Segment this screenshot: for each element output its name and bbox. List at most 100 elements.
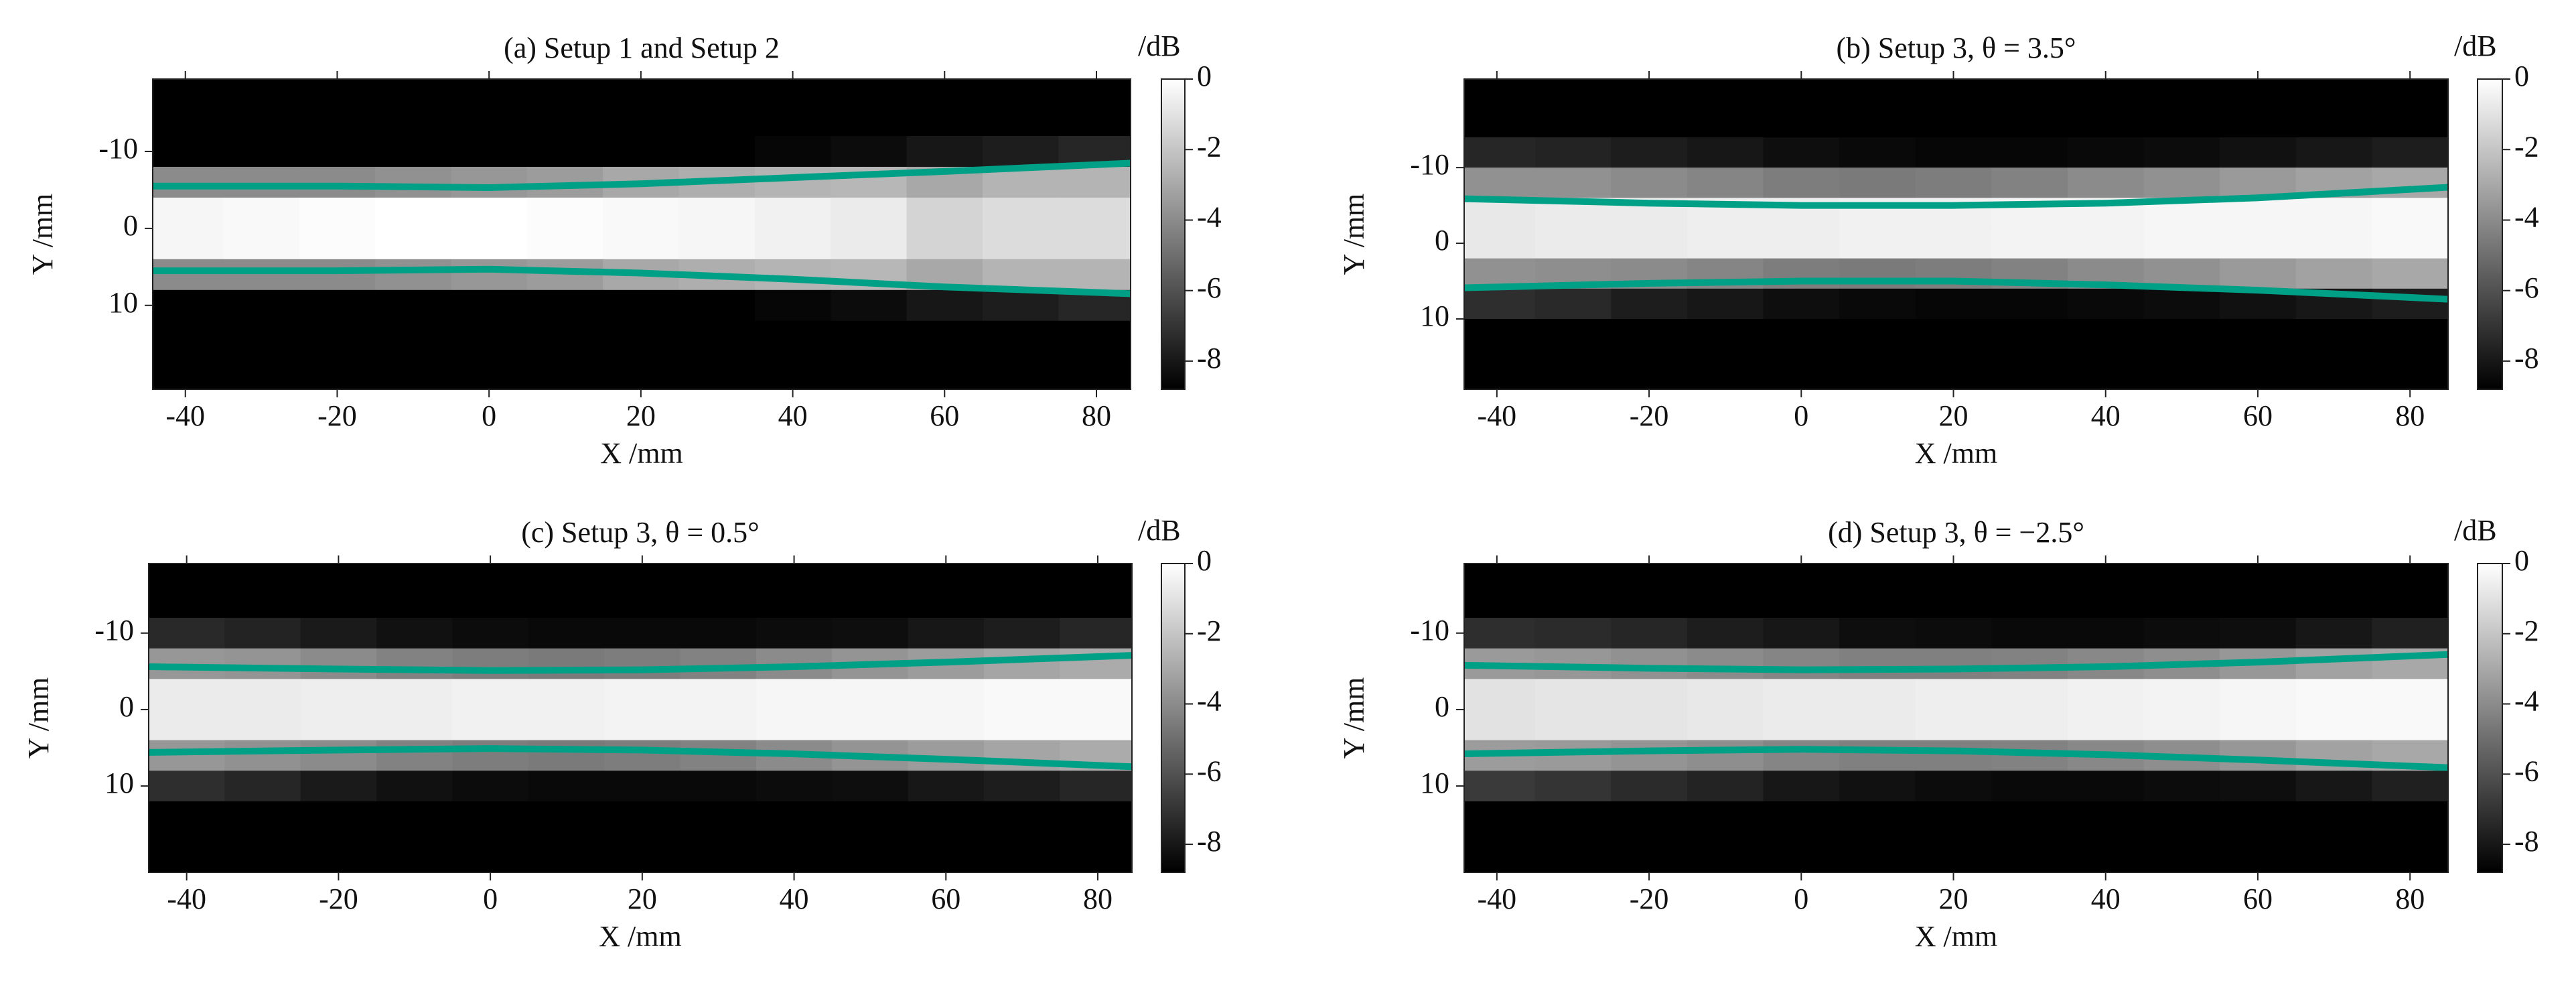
plot-area xyxy=(149,564,1132,872)
heat-cell xyxy=(983,832,1060,863)
heat-cell xyxy=(1915,587,1992,618)
heat-cell xyxy=(2295,228,2372,259)
heat-cell xyxy=(2067,107,2145,138)
heat-cell xyxy=(2372,801,2448,833)
heat-cell xyxy=(982,105,1059,137)
heat-cell xyxy=(1687,587,1764,618)
heat-cell xyxy=(2220,318,2297,350)
heat-cell xyxy=(1611,648,1688,679)
heat-cell xyxy=(299,320,376,352)
y-tick-label: -10 xyxy=(1410,148,1449,181)
heat-cell xyxy=(1687,801,1764,833)
y-tick-label: -10 xyxy=(94,614,134,647)
heat-cell xyxy=(1058,351,1131,383)
heat-cell xyxy=(1060,618,1132,649)
heat-cell xyxy=(754,228,831,260)
heat-cell xyxy=(832,618,909,649)
heat-cell xyxy=(1991,709,2068,741)
heat-cell xyxy=(1839,107,1916,138)
heat-cell xyxy=(1687,709,1764,741)
heat-cell xyxy=(1763,618,1840,649)
heat-cell xyxy=(2372,709,2448,741)
x-tick-label: -40 xyxy=(167,882,206,915)
heat-cell xyxy=(1611,709,1688,741)
x-tick-label: -40 xyxy=(1478,399,1517,432)
heat-cell xyxy=(831,320,908,352)
heat-cell xyxy=(983,587,1060,618)
heat-cell xyxy=(604,679,681,710)
heat-cell xyxy=(1839,137,1916,168)
heat-cell xyxy=(451,351,528,383)
colorbar-tick-label: -4 xyxy=(2514,685,2539,718)
heat-cell xyxy=(528,587,605,618)
heat-cell xyxy=(2143,709,2220,741)
heat-cell xyxy=(1763,349,1840,380)
heat-cell xyxy=(754,79,831,106)
heat-cell xyxy=(1060,587,1132,618)
heat-cell xyxy=(1991,618,2068,649)
heat-cell xyxy=(299,105,376,137)
heat-cell xyxy=(149,618,225,649)
heat-cell xyxy=(300,740,377,771)
heat-cell xyxy=(376,564,453,588)
heat-cell xyxy=(1915,349,1992,380)
heat-cell xyxy=(375,79,452,106)
heat-cell xyxy=(2372,771,2448,802)
heat-cell xyxy=(1763,709,1840,741)
heat-cell xyxy=(906,136,983,168)
heat-cell xyxy=(1763,648,1840,679)
heat-cell xyxy=(2067,679,2145,710)
heat-cell xyxy=(1763,288,1840,320)
heat-cell xyxy=(451,320,528,352)
heat-cell xyxy=(528,648,605,679)
heat-cell xyxy=(1060,564,1132,588)
heat-cell xyxy=(153,105,224,137)
y-tick-label: 0 xyxy=(119,690,134,723)
heat-cell xyxy=(526,289,603,322)
heat-cell xyxy=(452,740,529,771)
heat-cell xyxy=(604,709,681,741)
heat-cell xyxy=(1534,137,1612,168)
heat-cell xyxy=(678,320,756,352)
heat-cell xyxy=(754,320,831,352)
heat-cell xyxy=(1534,349,1612,380)
y-tick-label: 0 xyxy=(123,209,138,242)
heat-cell xyxy=(908,587,985,618)
heat-cell xyxy=(1534,288,1612,320)
heat-cell xyxy=(2220,564,2297,588)
heat-cell xyxy=(2372,107,2448,138)
heat-cell xyxy=(452,832,529,863)
heat-cell xyxy=(451,228,528,260)
heat-cell xyxy=(604,832,681,863)
heat-cell xyxy=(1991,228,2068,259)
heat-cell xyxy=(603,136,680,168)
heat-cell xyxy=(1058,228,1131,260)
heat-cell xyxy=(1915,648,1992,679)
heat-cell xyxy=(1464,564,1536,588)
heat-cell xyxy=(1687,228,1764,259)
heat-cell xyxy=(1991,107,2068,138)
heat-cell xyxy=(2067,771,2145,802)
heat-cell xyxy=(2372,832,2448,863)
x-axis-label: X /mm xyxy=(600,437,683,470)
heat-cell xyxy=(1687,740,1764,771)
x-tick-label: 80 xyxy=(1083,882,1113,915)
x-tick-label: 0 xyxy=(482,399,496,432)
heat-cell xyxy=(2372,587,2448,618)
heat-cell xyxy=(1058,105,1131,137)
heat-cell xyxy=(906,105,983,137)
heat-cell xyxy=(300,564,377,588)
heat-cell xyxy=(299,259,376,291)
heat-cell xyxy=(375,320,452,352)
heat-cell xyxy=(2295,349,2372,380)
heat-cell xyxy=(1060,832,1132,863)
heat-cell xyxy=(2143,801,2220,833)
heat-cell xyxy=(153,79,224,106)
heat-cell xyxy=(223,320,300,352)
heat-cell xyxy=(375,197,452,229)
heat-cell xyxy=(1763,564,1840,588)
heat-cell xyxy=(299,166,376,198)
heat-cell xyxy=(1534,618,1612,649)
x-tick-label: 60 xyxy=(930,399,959,432)
heat-cell xyxy=(1687,349,1764,380)
